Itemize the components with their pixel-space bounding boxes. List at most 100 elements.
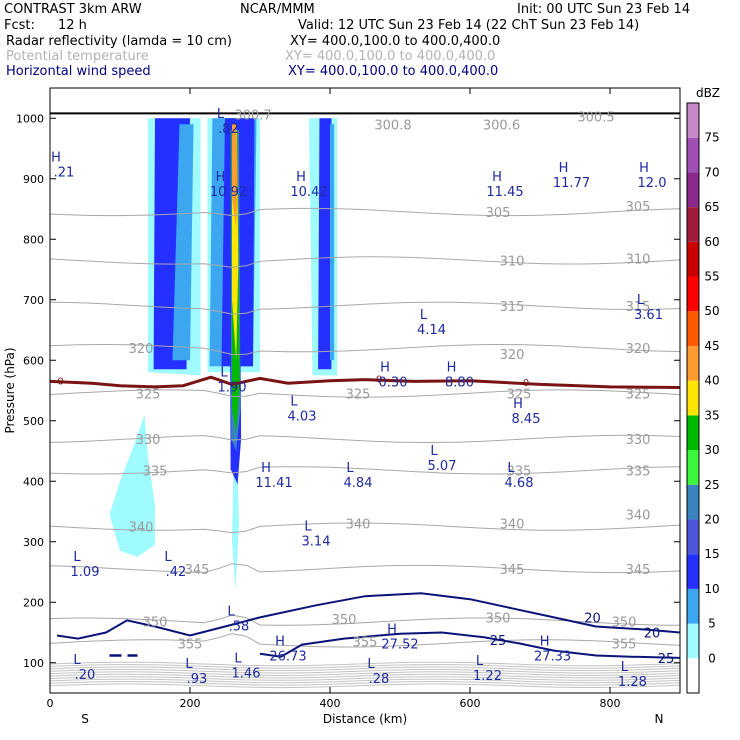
extremum-kind: L bbox=[73, 550, 81, 565]
field-reflectivity-xy: XY= 400.0,100.0 to 400.0,400.0 bbox=[290, 34, 501, 49]
endpoint-left: S bbox=[81, 712, 89, 726]
y-tick-label: 400 bbox=[23, 475, 44, 488]
theta-contour-label: 335 bbox=[626, 464, 651, 479]
extremum-value: 10.92 bbox=[210, 185, 247, 200]
extremum-kind: L bbox=[420, 308, 428, 323]
colorbar-label: 20 bbox=[704, 512, 719, 526]
extremum-kind: L bbox=[164, 550, 172, 565]
extremum-value: 10.42 bbox=[290, 185, 327, 200]
wind-contour-label: 25 bbox=[658, 652, 675, 667]
reflectivity-region bbox=[232, 124, 238, 228]
y-tick-label: 700 bbox=[23, 294, 44, 307]
extremum-kind: L bbox=[234, 652, 242, 667]
extremum-kind: H bbox=[559, 161, 569, 176]
theta-contour-label: 340 bbox=[129, 521, 154, 536]
theta-contour-label: 355 bbox=[612, 637, 637, 652]
theta-contour-line bbox=[50, 668, 680, 674]
theta-contour-label: 325 bbox=[626, 388, 651, 403]
colorbar-swatch bbox=[687, 345, 699, 381]
colorbar-swatch bbox=[687, 519, 699, 555]
theta-contour-label: 350 bbox=[332, 613, 357, 628]
theta-contour-label: 330 bbox=[626, 433, 651, 448]
extremum-value: .20 bbox=[75, 668, 96, 683]
theta-contour-label: 350 bbox=[143, 616, 168, 631]
zero-isotherm-label: 0 bbox=[523, 378, 529, 389]
header-init: Init: 00 UTC Sun 23 Feb 14 bbox=[517, 2, 691, 17]
theta-contour-line bbox=[50, 683, 680, 689]
theta-contour-line bbox=[50, 678, 680, 684]
header-fcst-label: Fcst: bbox=[4, 18, 35, 33]
extremum-value: 11.77 bbox=[553, 176, 590, 191]
theta-contour-line bbox=[50, 671, 680, 677]
colorbar-label: 10 bbox=[704, 582, 719, 596]
wind-contour-label: 20 bbox=[644, 627, 661, 642]
field-wind: Horizontal wind speed bbox=[6, 64, 151, 79]
extremum-kind: L bbox=[73, 653, 81, 668]
extremum-value: .93 bbox=[187, 672, 208, 687]
reflectivity-region bbox=[232, 469, 239, 591]
extremum-value: 4.84 bbox=[344, 476, 373, 491]
theta-contour-line bbox=[50, 434, 680, 444]
colorbar-unit: dBZ bbox=[696, 86, 720, 100]
field-wind-xy: XY= 400.0,100.0 to 400.0,400.0 bbox=[288, 64, 499, 79]
y-tick-label: 800 bbox=[23, 233, 44, 246]
zero-isotherm: 0 0 0 bbox=[50, 112, 680, 389]
theta-contour-line bbox=[50, 301, 680, 315]
theta-contour-label: 300.8 bbox=[374, 118, 411, 133]
theta-contour-line bbox=[50, 563, 680, 574]
y-tick-label: 900 bbox=[23, 173, 44, 186]
colorbar-label: 25 bbox=[704, 478, 719, 492]
theta-contour-label: 345 bbox=[185, 563, 210, 578]
theta-contour-line bbox=[50, 633, 680, 648]
colorbar-label: 40 bbox=[704, 374, 719, 388]
extremum-value: 8.80 bbox=[445, 376, 474, 391]
extremum-value: 12.0 bbox=[638, 176, 667, 191]
extremum-kind: L bbox=[346, 461, 354, 476]
theta-contour-line bbox=[50, 389, 680, 398]
theta-contour-line bbox=[50, 522, 680, 534]
theta-contour-label: 310 bbox=[500, 254, 525, 269]
extremum-kind: H bbox=[540, 635, 550, 650]
extremum-value: 5.07 bbox=[428, 459, 457, 474]
wind-contour-line bbox=[259, 631, 680, 659]
x-tick-label: 600 bbox=[460, 697, 481, 710]
theta-contour-label: 335 bbox=[507, 464, 532, 479]
theta-contour-label: 320 bbox=[500, 348, 525, 363]
colorbar: dBZ 0 5 10 15 20 25 30 35 40 45 50 55 60 65 70 75 bbox=[686, 86, 720, 694]
colorbar-swatch bbox=[687, 241, 699, 277]
wind-contours bbox=[56, 592, 680, 659]
extremum-value: 11.45 bbox=[486, 185, 523, 200]
theta-contour-line bbox=[50, 343, 680, 356]
extremum-kind: L bbox=[304, 520, 312, 535]
colorbar-label: 70 bbox=[704, 165, 719, 179]
theta-contour-label: 345 bbox=[626, 563, 651, 578]
x-tick-label: 0 bbox=[47, 697, 54, 710]
extremum-value: 4.68 bbox=[505, 476, 534, 491]
colorbar-swatch bbox=[687, 658, 699, 693]
colorbar-label: 45 bbox=[704, 339, 719, 353]
x-tick-label: 800 bbox=[600, 697, 621, 710]
extremum-kind: H bbox=[380, 361, 390, 376]
extremum-kind: H bbox=[387, 623, 397, 638]
extremum-value: .82 bbox=[218, 122, 239, 137]
theta-contour-label: 315 bbox=[500, 300, 525, 315]
extremum-kind: L bbox=[621, 660, 629, 675]
theta-contour-label: 340 bbox=[626, 509, 651, 524]
extremum-kind: L bbox=[217, 107, 225, 122]
colorbar-label: 50 bbox=[704, 304, 719, 318]
extremum-value: 1.46 bbox=[232, 667, 261, 682]
theta-contour-label: 300.7 bbox=[234, 109, 271, 124]
colorbar-swatch bbox=[687, 172, 699, 208]
header-title: CONTRAST 3km ARW bbox=[4, 2, 142, 17]
theta-contour-label: 345 bbox=[500, 563, 525, 578]
extremum-value: 3.61 bbox=[634, 308, 663, 323]
wind-contour-label: 25 bbox=[490, 634, 507, 649]
extremum-kind: L bbox=[220, 365, 228, 380]
reflectivity-region bbox=[172, 124, 194, 361]
colorbar-swatch bbox=[687, 103, 699, 138]
colorbar-swatch bbox=[687, 554, 699, 589]
extremum-kind: L bbox=[507, 461, 515, 476]
theta-contour-label: 325 bbox=[346, 388, 371, 403]
header-valid: Valid: 12 UTC Sun 23 Feb 14 (22 ChT Sun … bbox=[298, 18, 640, 33]
plot-frame bbox=[49, 87, 681, 694]
